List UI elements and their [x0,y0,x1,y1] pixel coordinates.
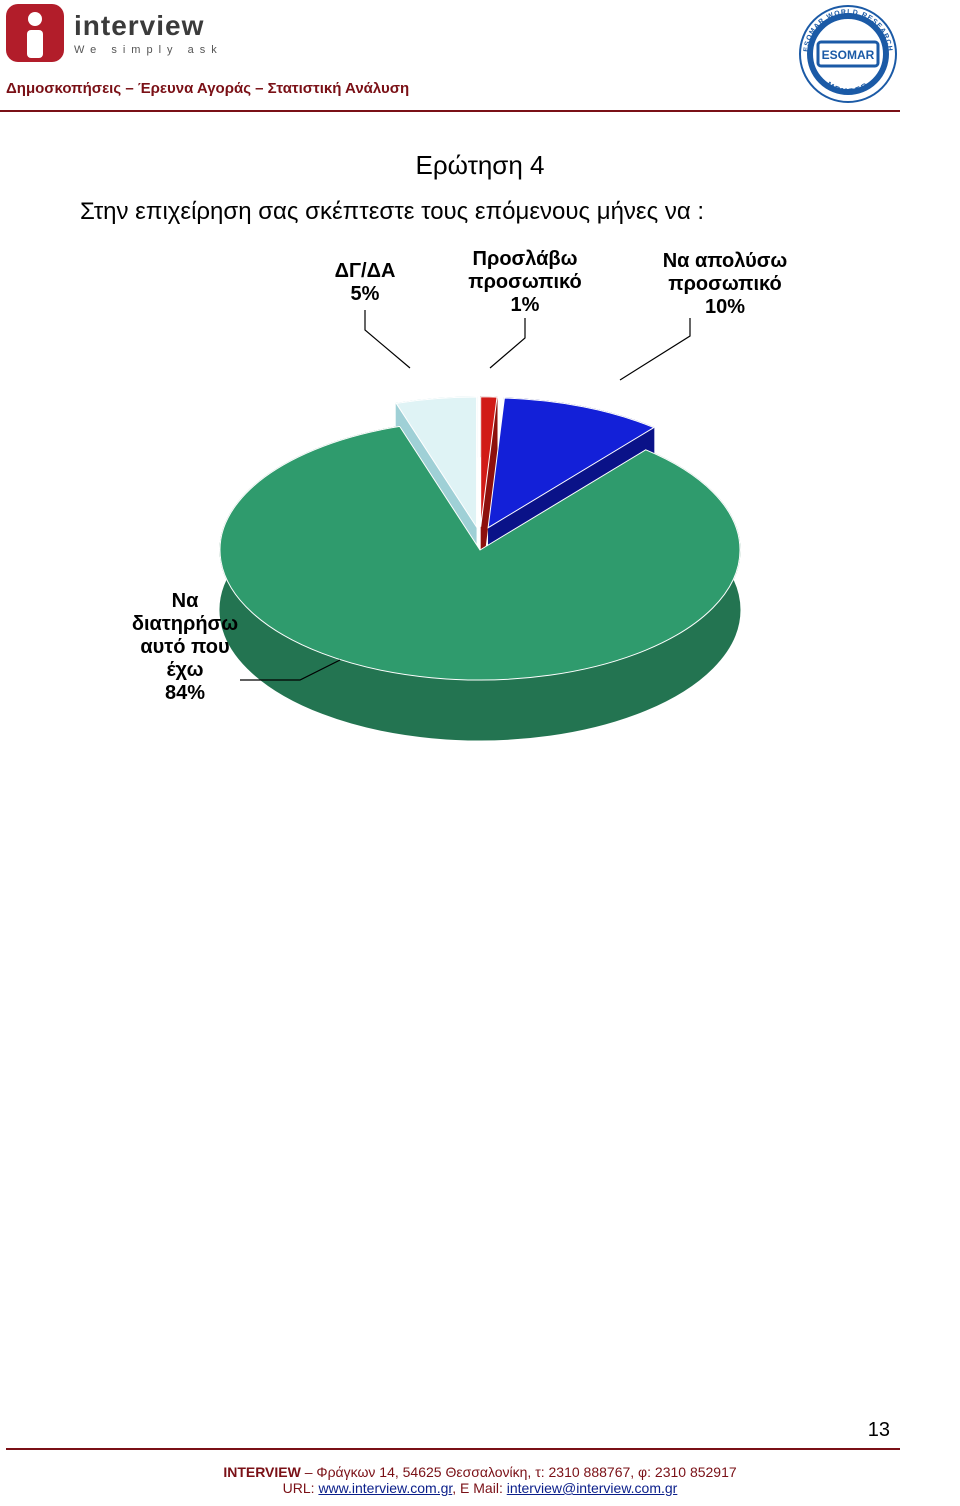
footer-line2: URL: www.interview.com.gr, E Mail: inter… [0,1480,960,1496]
header-rule [0,110,900,112]
logo-mark-icon [6,4,64,62]
logo-block: interview We simply ask [6,4,900,62]
logo-text: interview We simply ask [74,10,223,56]
title-area: Ερώτηση 4 [0,150,960,181]
footer-url-link[interactable]: www.interview.com.gr [318,1480,452,1496]
footer-email-link[interactable]: interview@interview.com.gr [507,1480,678,1496]
footer-org: INTERVIEW [223,1464,301,1480]
brand-tagline: We simply ask [74,44,223,56]
footer-rule [6,1448,900,1450]
question-title: Ερώτηση 4 [0,150,960,181]
footer-mid: , E Mail: [452,1480,506,1496]
footer: INTERVIEW – Φράγκων 14, 54625 Θεσσαλονίκ… [0,1464,960,1496]
esomar-box-text: ESOMAR [822,48,875,62]
header-subhead: Δημοσκοπήσεις – Έρευνα Αγοράς – Στατιστι… [6,80,900,97]
pie-label-keep: Ναδιατηρήσωαυτό πουέχω84% [100,590,270,705]
brand-name: interview [74,10,223,42]
footer-line1-rest: – Φράγκων 14, 54625 Θεσσαλονίκη, τ: 2310… [301,1464,737,1480]
pie-label-fire: Να απολύσωπροσωπικό10% [630,250,820,319]
pie-label-dkda: ΔΓ/ΔΑ5% [310,260,420,306]
question-text: Στην επιχείρηση σας σκέπτεστε τους επόμε… [80,198,880,226]
footer-url-prefix: URL: [283,1480,319,1496]
page-number: 13 [868,1419,890,1442]
pie-label-hire: Προσλάβωπροσωπικό1% [440,248,610,317]
footer-line1: INTERVIEW – Φράγκων 14, 54625 Θεσσαλονίκ… [0,1464,960,1480]
pie-chart: ΔΓ/ΔΑ5% Προσλάβωπροσωπικό1% Να απολύσωπροσ… [120,250,840,790]
esomar-badge-icon: ESOMAR WORLD RESEARCH MEMBER ESOMAR [796,2,900,106]
